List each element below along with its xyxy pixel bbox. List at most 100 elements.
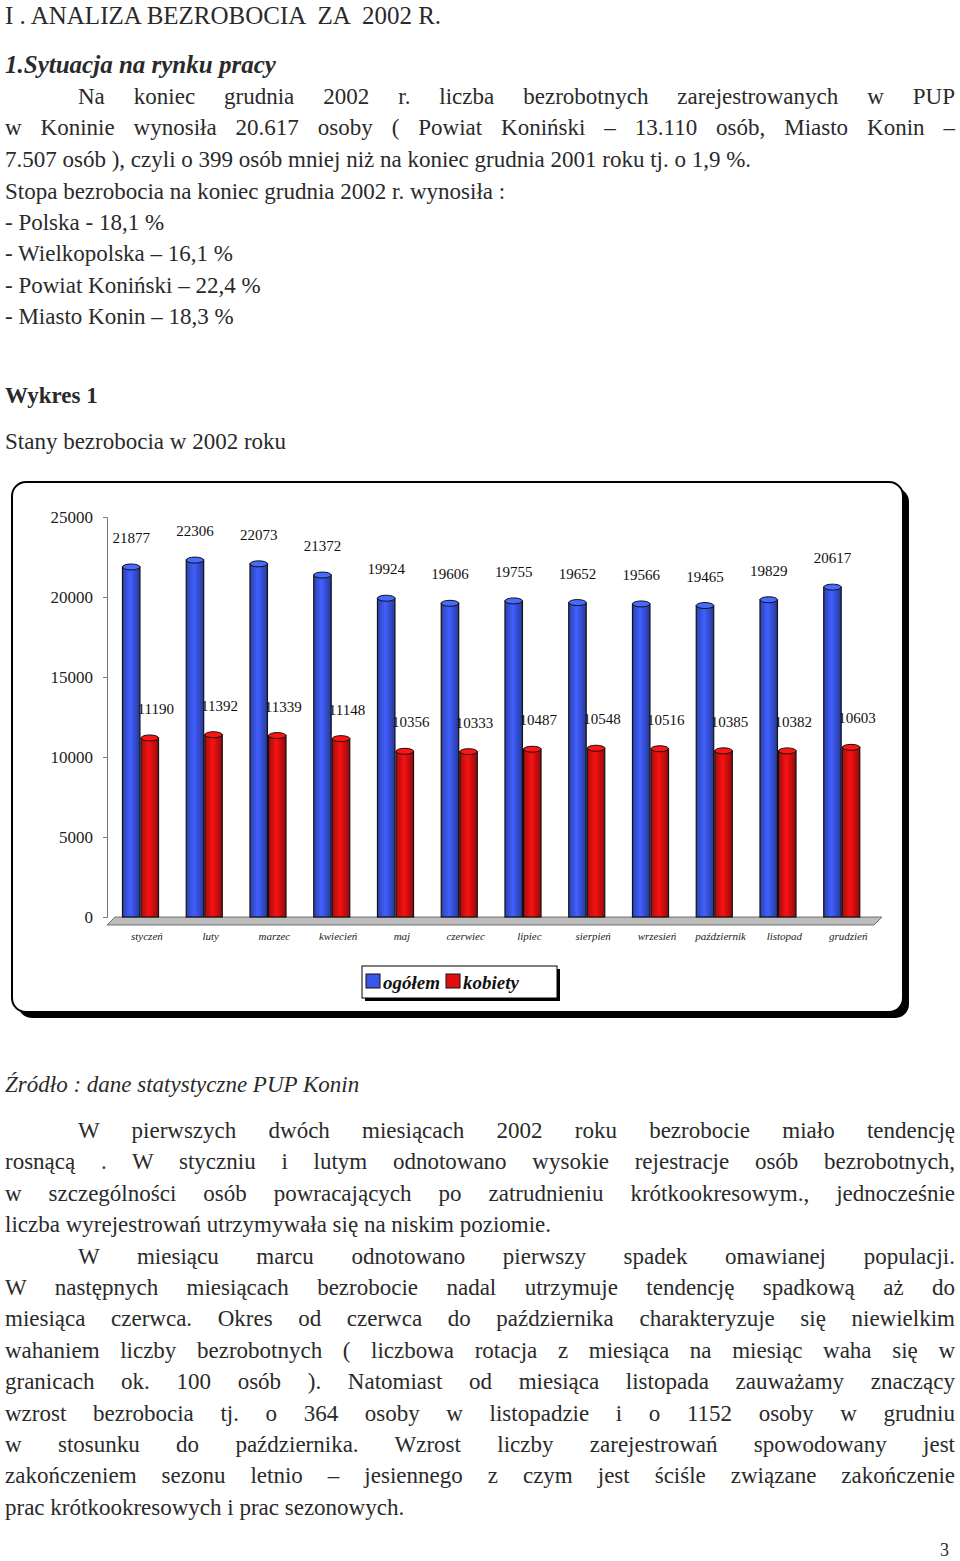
bar (715, 751, 732, 917)
y-tick: 0 (85, 908, 108, 927)
bar-cap (396, 748, 413, 754)
bar-cap (715, 748, 732, 754)
bar-group (587, 745, 604, 917)
bar-group (632, 601, 649, 917)
bar (524, 749, 541, 917)
x-tick-label: sierpień (575, 930, 611, 942)
bar-cap (524, 746, 541, 752)
y-tick-label: 15000 (51, 668, 94, 687)
paragraph-line: w Koninie wynosiła 20.617 osoby ( Powiat… (5, 113, 955, 143)
bar (269, 736, 286, 917)
data-label: 11190 (138, 701, 174, 717)
bar (505, 601, 522, 917)
data-label: 10385 (711, 714, 749, 730)
bar-cap (505, 598, 522, 604)
data-label: 19566 (622, 567, 660, 583)
data-label: 10487 (520, 712, 558, 728)
paragraph-line: liczba wyrejestrowań utrzymywała się na … (5, 1210, 551, 1240)
bar-cap (186, 557, 203, 563)
data-label: 19755 (495, 564, 533, 580)
paragraph-line: Na koniec grudnia 2002 r. liczba bezrobo… (78, 82, 955, 112)
bar-group (505, 598, 522, 917)
data-label: 21877 (112, 530, 150, 546)
bar-cap (842, 744, 859, 750)
x-tick-label: kwiecień (319, 930, 358, 942)
y-tick-mark (103, 517, 107, 518)
bar-cap (651, 746, 668, 752)
paragraph-line: Stopa bezrobocia na koniec grudnia 2002 … (5, 177, 505, 207)
bar-group (377, 595, 394, 917)
y-tick-label: 5000 (59, 828, 93, 847)
x-tick: grudzień (829, 929, 868, 942)
x-tick: marzec (258, 929, 290, 942)
y-tick: 15000 (51, 668, 108, 687)
list-item: - Wielkopolska – 16,1 % (5, 239, 233, 269)
x-tick-label: październik (694, 930, 747, 942)
x-tick-label: czerwiec (446, 930, 485, 942)
x-tick: październik (694, 929, 747, 942)
bar (122, 567, 139, 917)
bar-cap (760, 597, 777, 603)
y-axis-line (103, 518, 108, 918)
bar (587, 748, 604, 917)
data-labels: 2187722306220732137219924196061975519652… (112, 523, 875, 731)
bar (205, 735, 222, 917)
paragraph-line: W następnych miesiącach bezrobocie nadal… (5, 1273, 955, 1303)
bar (460, 752, 477, 917)
y-tick-mark (103, 757, 107, 758)
page-number: 3 (940, 1535, 949, 1561)
y-axis: 0500010000150002000025000 (51, 508, 108, 927)
x-tick: lipiec (517, 929, 542, 942)
data-label: 19652 (559, 566, 597, 582)
bar-group (760, 597, 777, 917)
paragraph-line: w stosunku do października. Wzrost liczb… (5, 1430, 955, 1460)
y-tick: 25000 (51, 508, 108, 527)
bar (332, 739, 349, 917)
bar-group (524, 746, 541, 917)
y-tick: 5000 (59, 828, 107, 847)
x-axis: styczeńlutymarzeckwiecieńmajczerwieclipi… (116, 929, 881, 942)
paragraph-line: W pierwszych dwóch miesiącach 2002 roku … (78, 1116, 955, 1146)
x-tick-label: lipiec (517, 930, 542, 942)
chart-floor (107, 917, 882, 925)
bar-cap (141, 735, 158, 741)
source: Źródło : dane statystyczne PUP Konin (5, 1070, 359, 1100)
bar-cap (569, 600, 586, 606)
data-label: 10382 (775, 714, 813, 730)
y-tick-label: 20000 (51, 588, 94, 607)
bar-group (122, 564, 139, 917)
legend-swatch (446, 974, 460, 988)
data-label: 10356 (392, 714, 430, 730)
x-tick-label: maj (394, 930, 411, 942)
bar-group (651, 746, 668, 917)
chart-frame (12, 482, 903, 1012)
list-item: - Miasto Konin – 18,3 % (5, 302, 234, 332)
bar-cap (824, 584, 841, 590)
bar-cap (269, 733, 286, 739)
data-label: 19829 (750, 563, 788, 579)
x-tick: czerwiec (446, 929, 485, 942)
data-label: 20617 (814, 550, 852, 566)
bar-group (186, 557, 203, 917)
paragraph-line: wahaniem liczby bezrobotnych ( liczbowa … (5, 1336, 955, 1366)
bar (569, 603, 586, 917)
data-label: 10516 (647, 712, 685, 728)
bars (122, 557, 859, 917)
x-tick-label: listopad (767, 930, 803, 942)
bar (141, 738, 158, 917)
bar-group (715, 748, 732, 917)
bar (651, 749, 668, 917)
x-tick: maj (394, 929, 411, 942)
bar (186, 560, 203, 917)
bar (377, 598, 394, 917)
bar-group (460, 749, 477, 917)
paragraph-line: w szczególności osób powracających po za… (5, 1179, 955, 1209)
y-tick-mark (103, 677, 107, 678)
data-label: 19924 (367, 561, 405, 577)
bar-cap (314, 572, 331, 578)
bar (250, 564, 267, 917)
data-label: 10603 (838, 710, 876, 726)
bar (779, 751, 796, 917)
bar-cap (332, 736, 349, 742)
bar (441, 603, 458, 917)
